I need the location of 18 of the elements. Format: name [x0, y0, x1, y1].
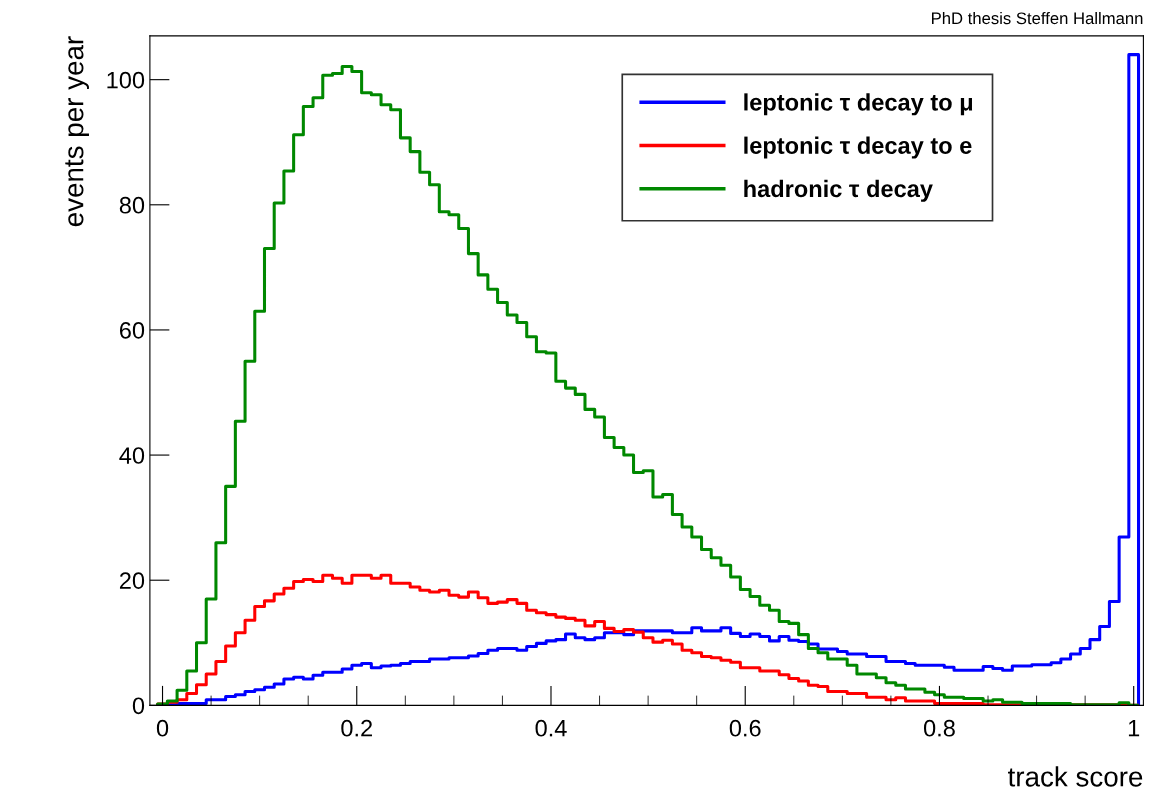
x-tick-label: 1 — [1128, 720, 1140, 737]
x-tick-label: 0.4 — [535, 719, 567, 737]
y-tick-label: 0 — [132, 697, 145, 715]
x-tick-label: 0.6 — [729, 719, 761, 737]
text: PhD thesis Steffen Hallmann — [932, 11, 1143, 25]
x-tick-label: 0.2 — [341, 719, 372, 737]
y-tick-label: 40 — [119, 447, 145, 464]
legend-label: leptonic τ decay to μ — [744, 93, 973, 116]
x-axis-title: track score — [1008, 766, 1143, 787]
legend-label: hadronic τ decay — [744, 179, 933, 202]
x-tick-label: 0 — [156, 719, 169, 737]
y-tick-label: 100 — [107, 71, 145, 89]
y-tick-label: 20 — [119, 572, 145, 589]
y-tick-label: 80 — [119, 196, 145, 214]
x-tick-label: 0.8 — [923, 719, 955, 737]
legend-label: leptonic τ decay to e — [744, 136, 972, 159]
y-tick-label: 60 — [119, 322, 145, 339]
y-axis-title: events per year — [65, 36, 89, 227]
